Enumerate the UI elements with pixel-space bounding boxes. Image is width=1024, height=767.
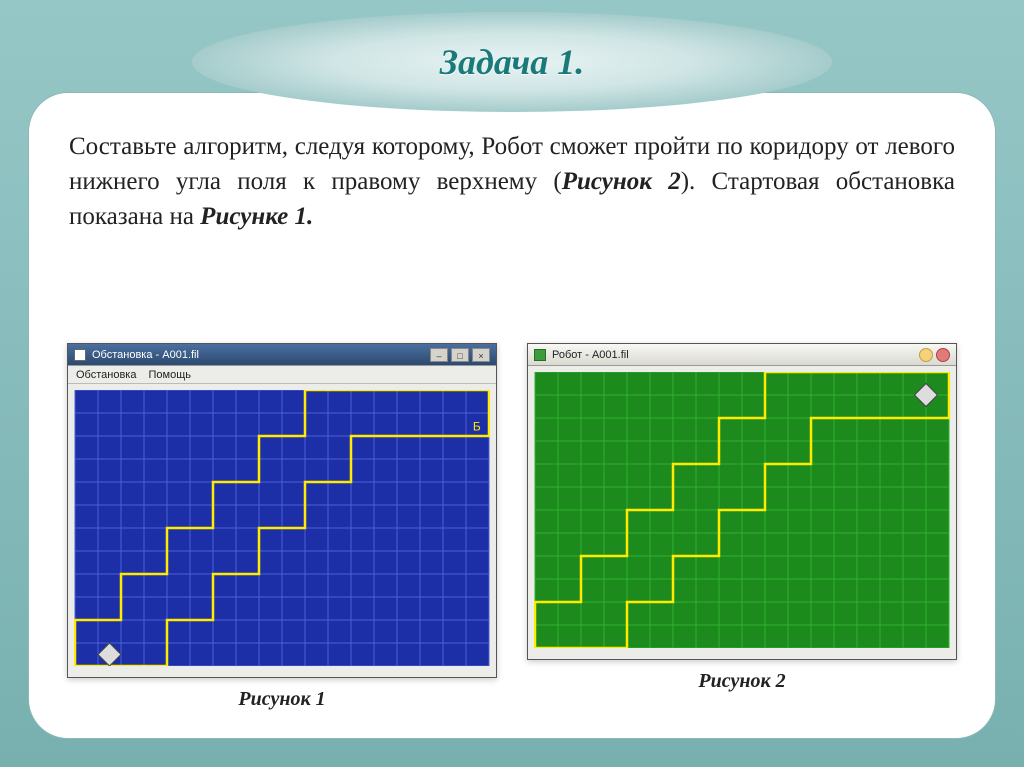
content-card: Составьте алгоритм, следуя которому, Роб…: [28, 92, 996, 739]
window-titlebar: Робот - A001.fil: [528, 344, 956, 366]
figures-row: Обстановка - A001.fil – □ × Обстановка П…: [69, 343, 955, 711]
window-menubar: Обстановка Помощь: [68, 366, 496, 384]
menu-item[interactable]: Помощь: [148, 369, 191, 381]
close-button[interactable]: [936, 348, 950, 362]
window-obstanovka: Обстановка - A001.fil – □ × Обстановка П…: [67, 343, 497, 678]
grid-container: [528, 366, 956, 659]
menu-item[interactable]: Обстановка: [76, 369, 136, 381]
close-button[interactable]: ×: [472, 348, 490, 362]
window-title-text: Обстановка - A001.fil: [92, 349, 199, 361]
figure-caption: Рисунок 2: [698, 670, 785, 693]
slide-title: Задача 1.: [440, 41, 585, 83]
title-ribbon: Задача 1.: [192, 12, 832, 112]
task-paragraph: Составьте алгоритм, следуя которому, Роб…: [69, 129, 955, 234]
robot-grid-2: [534, 372, 950, 648]
robot-grid-1: Б: [74, 390, 490, 666]
minimize-button[interactable]: [919, 348, 933, 362]
window-robot: Робот - A001.fil: [527, 343, 957, 660]
window-titlebar: Обстановка - A001.fil – □ ×: [68, 344, 496, 366]
window-controls: [919, 348, 950, 362]
figure-2: Робот - A001.fil Рисунок 2: [527, 343, 957, 711]
figure-caption: Рисунок 1: [238, 688, 325, 711]
window-icon: [74, 349, 86, 361]
minimize-button[interactable]: –: [430, 348, 448, 362]
window-icon: [534, 349, 546, 361]
window-controls: – □ ×: [430, 348, 490, 362]
maximize-button[interactable]: □: [451, 348, 469, 362]
svg-text:Б: Б: [473, 419, 481, 433]
window-title-text: Робот - A001.fil: [552, 349, 629, 361]
grid-container: Б: [68, 384, 496, 677]
figure-1: Обстановка - A001.fil – □ × Обстановка П…: [67, 343, 497, 711]
